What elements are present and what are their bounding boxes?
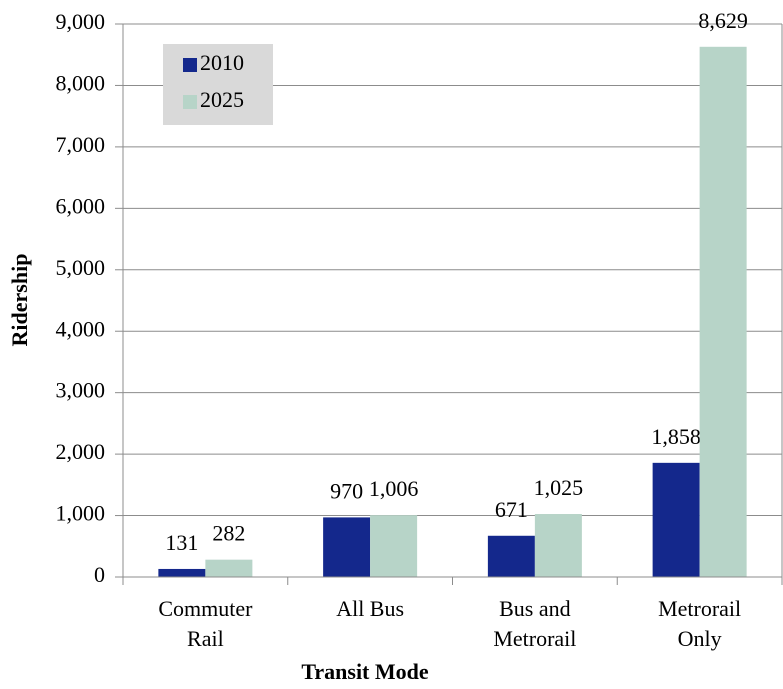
y-tick-label: 4,000 xyxy=(56,316,106,341)
bar xyxy=(534,514,582,577)
legend-box xyxy=(163,44,273,125)
y-tick-label: 5,000 xyxy=(56,255,106,280)
value-label: 1,025 xyxy=(534,475,584,500)
x-tick-label: Bus and Metrorail xyxy=(493,596,577,651)
value-label: 131 xyxy=(165,530,198,555)
value-label: 282 xyxy=(212,521,245,546)
x-tick-label: Metrorail Only xyxy=(658,596,742,651)
bar xyxy=(205,559,253,577)
y-tick-label: 0 xyxy=(94,562,105,587)
x-tick-label: Commuter Rail xyxy=(158,596,253,651)
bar xyxy=(652,462,700,577)
bar xyxy=(487,535,535,577)
value-label: 970 xyxy=(330,478,363,503)
legend-label: 2025 xyxy=(200,87,244,112)
legend-label: 2010 xyxy=(200,50,244,75)
y-tick-label: 6,000 xyxy=(56,193,106,218)
y-tick-label: 7,000 xyxy=(56,132,106,157)
legend-swatch xyxy=(183,58,197,72)
y-tick-label: 1,000 xyxy=(56,501,106,526)
value-label: 1,006 xyxy=(369,476,419,501)
x-tick-label: All Bus xyxy=(336,596,405,621)
y-tick-label: 8,000 xyxy=(56,70,106,95)
value-label: 8,629 xyxy=(698,8,748,33)
bar xyxy=(323,517,371,577)
x-axis-title: Transit Mode xyxy=(301,659,429,684)
bar xyxy=(370,515,418,577)
value-label: 671 xyxy=(495,497,528,522)
y-tick-label: 3,000 xyxy=(56,378,106,403)
bar xyxy=(158,568,206,577)
bar xyxy=(699,46,747,577)
y-axis-title: Ridership xyxy=(7,254,32,347)
y-tick-label: 9,000 xyxy=(56,9,106,34)
y-tick-label: 2,000 xyxy=(56,439,106,464)
value-label: 1,858 xyxy=(651,424,701,449)
legend-swatch xyxy=(183,95,197,109)
